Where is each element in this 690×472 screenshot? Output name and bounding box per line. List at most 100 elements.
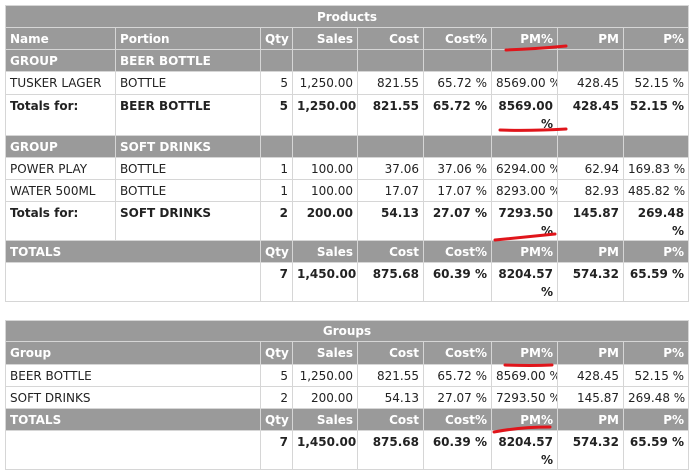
- cell-pm: 82.93: [557, 179, 624, 202]
- grand-total-pm: 574.32: [557, 430, 624, 470]
- col-header-cost: Cost: [357, 240, 424, 263]
- cell-cost: 821.55: [357, 364, 424, 387]
- totals-p-pct: 52.15 %: [622, 94, 690, 136]
- grand-total-cost: 875.68: [357, 430, 424, 470]
- grand-totals-header-row: TOTALS Qty Sales Cost Cost% PM% PM P%: [5, 408, 690, 431]
- cell-cost-pct: 65.72 %: [423, 71, 492, 95]
- totals-group-name: SOFT DRINKS: [115, 201, 261, 241]
- col-header-qty: Qty: [260, 408, 293, 431]
- col-header-pm: PM: [557, 408, 624, 431]
- grand-totals-header-row: TOTALS Qty Sales Cost Cost% PM% PM P%: [5, 240, 690, 263]
- cell-p-pct: 52.15 %: [622, 71, 690, 95]
- cell-name: WATER 500ML: [5, 179, 116, 202]
- totals-cost: 54.13: [357, 201, 424, 241]
- col-header-p-pct: P%: [622, 240, 690, 263]
- col-header-pm: PM: [557, 27, 624, 50]
- col-header-sales: Sales: [292, 240, 358, 263]
- cell-qty: 5: [260, 364, 293, 387]
- group-name: SOFT DRINKS: [115, 135, 261, 158]
- table-row: POWER PLAY BOTTLE 1 100.00 37.06 37.06 %…: [5, 157, 690, 180]
- cell-sales: 100.00: [292, 179, 358, 202]
- cell-p-pct: 169.83 %: [622, 157, 690, 180]
- group-header-row: GROUP SOFT DRINKS: [5, 135, 690, 158]
- col-header-p-pct: P%: [622, 341, 690, 365]
- col-header-sales: Sales: [292, 408, 358, 431]
- group-totals-row: Totals for: SOFT DRINKS 2 200.00 54.13 2…: [5, 201, 690, 241]
- col-header-cost-pct: Cost%: [423, 341, 492, 365]
- cell-pm: 428.45: [557, 364, 624, 387]
- group-name: BEER BOTTLE: [115, 49, 261, 72]
- cell-cost-pct: 65.72 %: [423, 364, 492, 387]
- cell-qty: 2: [260, 386, 293, 409]
- grand-total-sales: 1,450.00: [292, 430, 358, 470]
- cell-pm-pct: 6294.00 %: [491, 157, 558, 180]
- cell-cost: 37.06: [357, 157, 424, 180]
- cell-group: BEER BOTTLE: [5, 364, 261, 387]
- col-header-qty: Qty: [260, 240, 293, 263]
- col-header-portion: Portion: [115, 27, 261, 50]
- grand-total-cost-pct: 60.39 %: [423, 430, 492, 470]
- groups-title: Groups: [4, 320, 690, 342]
- cell-portion: BOTTLE: [115, 71, 261, 95]
- col-header-cost-pct: Cost%: [423, 408, 492, 431]
- cell-sales: 1,250.00: [292, 71, 358, 95]
- grand-totals-label: TOTALS: [5, 408, 261, 431]
- col-header-cost-pct: Cost%: [423, 27, 492, 50]
- col-header-pm-pct: PM%: [491, 408, 558, 431]
- grand-totals-label: TOTALS: [5, 240, 261, 263]
- cell-p-pct: 52.15 %: [622, 364, 690, 387]
- cell-pm-pct: 8293.00 %: [491, 179, 558, 202]
- cell-pm: 62.94: [557, 157, 624, 180]
- grand-total-cost: 875.68: [357, 262, 424, 302]
- grand-totals-row: 7 1,450.00 875.68 60.39 % 8204.57 % 574.…: [5, 262, 690, 302]
- totals-pm: 145.87: [557, 201, 624, 241]
- totals-group-name: BEER BOTTLE: [115, 94, 261, 136]
- totals-sales: 200.00: [292, 201, 358, 241]
- cell-name: POWER PLAY: [5, 157, 116, 180]
- col-header-qty: Qty: [260, 27, 293, 50]
- col-header-sales: Sales: [292, 341, 358, 365]
- grand-total-qty: 7: [260, 430, 293, 470]
- cell-pm-pct: 8569.00 %: [491, 364, 558, 387]
- cell-pm: 145.87: [557, 386, 624, 409]
- col-header-pm-pct: PM%: [491, 240, 558, 263]
- totals-cost-pct: 65.72 %: [423, 94, 492, 136]
- group-totals-row: Totals for: BEER BOTTLE 5 1,250.00 821.5…: [5, 94, 690, 136]
- totals-qty: 2: [260, 201, 293, 241]
- col-header-pm-pct: PM%: [491, 341, 558, 365]
- products-title: Products: [4, 5, 690, 28]
- cell-sales: 100.00: [292, 157, 358, 180]
- grand-total-pm: 574.32: [557, 262, 624, 302]
- cell-sales: 1,250.00: [292, 364, 358, 387]
- cell-pm-pct: 7293.50 %: [491, 386, 558, 409]
- col-header-p-pct: P%: [622, 408, 690, 431]
- cell-sales: 200.00: [292, 386, 358, 409]
- table-row: WATER 500ML BOTTLE 1 100.00 17.07 17.07 …: [5, 179, 690, 202]
- col-header-cost: Cost: [357, 27, 424, 50]
- grand-total-p-pct: 65.59 %: [622, 430, 690, 470]
- totals-cost-pct: 27.07 %: [423, 201, 492, 241]
- totals-cost: 821.55: [357, 94, 424, 136]
- cell-name: TUSKER LAGER: [5, 71, 116, 95]
- grand-totals-row: 7 1,450.00 875.68 60.39 % 8204.57 % 574.…: [5, 430, 690, 470]
- products-table: Products Name Portion Qty Sales Cost Cos…: [4, 5, 690, 302]
- group-label: GROUP: [5, 49, 116, 72]
- col-header-cost: Cost: [357, 341, 424, 365]
- col-header-group: Group: [5, 341, 261, 365]
- grand-total-cost-pct: 60.39 %: [423, 262, 492, 302]
- cell-qty: 1: [260, 157, 293, 180]
- cell-portion: BOTTLE: [115, 179, 261, 202]
- cell-qty: 1: [260, 179, 293, 202]
- col-header-pm: PM: [557, 341, 624, 365]
- grand-total-pm-pct: 8204.57 %: [491, 430, 558, 470]
- totals-pm-pct: 8569.00 %: [491, 94, 558, 136]
- totals-sales: 1,250.00: [292, 94, 358, 136]
- totals-label: Totals for:: [5, 201, 116, 241]
- totals-pm: 428.45: [557, 94, 624, 136]
- table-row: TUSKER LAGER BOTTLE 5 1,250.00 821.55 65…: [5, 71, 690, 95]
- group-label: GROUP: [5, 135, 116, 158]
- col-header-sales: Sales: [292, 27, 358, 50]
- cell-p-pct: 269.48 %: [622, 386, 690, 409]
- col-header-cost-pct: Cost%: [423, 240, 492, 263]
- grand-total-qty: 7: [260, 262, 293, 302]
